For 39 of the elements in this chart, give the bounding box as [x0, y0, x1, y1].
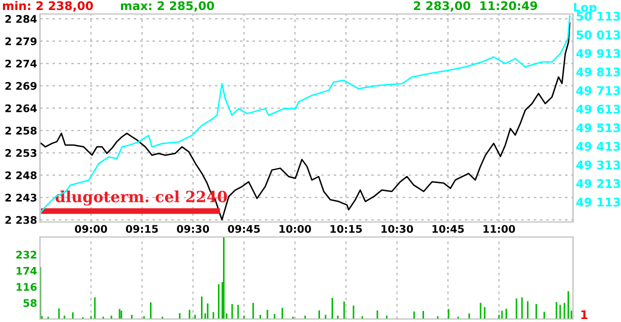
y-tick-label: 2 264	[5, 104, 37, 112]
x-tick-label: 10:45	[432, 224, 464, 233]
y2-tick-label: 49 913	[576, 48, 620, 58]
text: 1	[581, 310, 588, 319]
text: 2 283,00 11:20:49	[414, 1, 538, 12]
x-tick-label: 10:30	[382, 224, 414, 233]
y2-tick-label: 49 813	[576, 68, 620, 76]
y-tick-label: 2 253	[5, 149, 36, 157]
y-tick-label: 2 248	[5, 171, 37, 180]
x-tick-label: 10:00	[280, 224, 312, 233]
y2-tick-label: 49 213	[576, 179, 620, 188]
y-tick-label: 2 243	[5, 194, 36, 202]
y2-axis-title: Lop	[574, 2, 597, 14]
x-tick-label: 09:15	[126, 224, 158, 233]
y2-tick-label: 49 413	[576, 142, 620, 151]
y-tick-label: 116	[16, 282, 37, 291]
y2-tick-label: 49 113	[576, 198, 620, 207]
x-tick-label: 09:45	[228, 224, 260, 233]
y-tick-label: 58	[24, 299, 37, 307]
y2-tick-label: 50 113	[576, 12, 620, 21]
y-tick-label: 2 238	[5, 216, 37, 224]
y2-tick-label: 49 613	[576, 104, 620, 114]
y2-tick-label: 49 513	[576, 123, 620, 132]
x-tick-label: 09:00	[74, 224, 108, 233]
y-tick-label: 2 279	[5, 37, 37, 46]
text: min: 2 238,00	[2, 1, 93, 12]
y-tick-label: 2 269	[5, 82, 37, 90]
x-tick-label: 10:15	[330, 224, 362, 233]
y-tick-label: 2 258	[5, 126, 37, 135]
y2-tick-label: 49 313	[576, 160, 620, 170]
y-tick-label: 2 284	[5, 15, 37, 23]
y-tick-label: 232	[16, 250, 36, 259]
y-tick-label: 2 274	[5, 60, 37, 68]
x-tick-label: 11:00	[484, 224, 516, 233]
x-tick-label: 09:30	[176, 224, 210, 233]
y2-tick-label: 49 713	[576, 86, 620, 96]
text: max: 2 285,00	[120, 1, 214, 12]
y2-tick-label: 50 013	[576, 30, 620, 40]
y-tick-label: 174	[16, 266, 37, 275]
